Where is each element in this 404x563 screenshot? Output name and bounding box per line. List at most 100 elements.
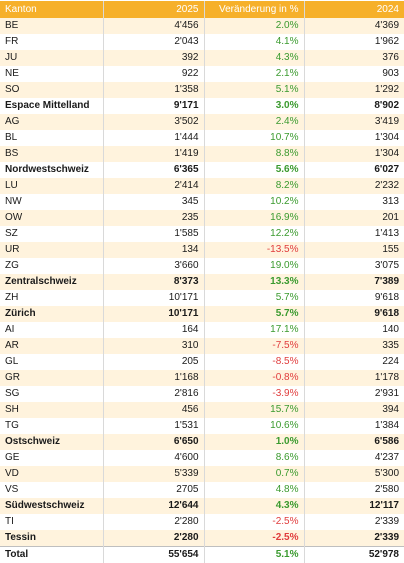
cell-change: 8.6% bbox=[204, 450, 304, 466]
cell-change: 17.1% bbox=[204, 322, 304, 338]
cell-change: 15.7% bbox=[204, 402, 304, 418]
cell-2024: 313 bbox=[304, 194, 404, 210]
cell-2024: 2'232 bbox=[304, 178, 404, 194]
cell-2024: 3'419 bbox=[304, 114, 404, 130]
cell-2025: 12'644 bbox=[103, 498, 204, 514]
cell-2025: 8'373 bbox=[103, 274, 204, 290]
cell-change: 0.7% bbox=[204, 466, 304, 482]
cell-2024: 376 bbox=[304, 50, 404, 66]
cell-2024: 6'586 bbox=[304, 434, 404, 450]
cell-change: 12.2% bbox=[204, 226, 304, 242]
cell-2025: 922 bbox=[103, 66, 204, 82]
cell-change: 10.6% bbox=[204, 418, 304, 434]
cell-2025: 392 bbox=[103, 50, 204, 66]
cell-2024: 5'300 bbox=[304, 466, 404, 482]
cell-change: 5.1% bbox=[204, 82, 304, 98]
cell-2024: 155 bbox=[304, 242, 404, 258]
cell-kanton: Zürich bbox=[0, 306, 103, 322]
cell-2024: 903 bbox=[304, 66, 404, 82]
total-2024: 52'978 bbox=[304, 547, 404, 563]
cell-2024: 140 bbox=[304, 322, 404, 338]
cell-change: 1.0% bbox=[204, 434, 304, 450]
cell-2024: 2'339 bbox=[304, 530, 404, 547]
cell-kanton: SG bbox=[0, 386, 103, 402]
cell-2025: 205 bbox=[103, 354, 204, 370]
cell-change: 4.3% bbox=[204, 498, 304, 514]
cell-2025: 310 bbox=[103, 338, 204, 354]
cell-kanton: ZG bbox=[0, 258, 103, 274]
cell-2025: 1'444 bbox=[103, 130, 204, 146]
cell-change: 3.0% bbox=[204, 98, 304, 114]
cell-2024: 2'580 bbox=[304, 482, 404, 498]
cell-kanton: SH bbox=[0, 402, 103, 418]
cell-change: 4.8% bbox=[204, 482, 304, 498]
cell-2024: 4'369 bbox=[304, 18, 404, 34]
cell-2024: 394 bbox=[304, 402, 404, 418]
cell-2025: 10'171 bbox=[103, 306, 204, 322]
cell-change: -2.5% bbox=[204, 530, 304, 547]
cell-change: -3.9% bbox=[204, 386, 304, 402]
cell-change: -2.5% bbox=[204, 514, 304, 530]
cell-2024: 9'618 bbox=[304, 290, 404, 306]
cell-2025: 2'280 bbox=[103, 514, 204, 530]
cell-2024: 335 bbox=[304, 338, 404, 354]
cell-kanton: GE bbox=[0, 450, 103, 466]
cell-2025: 4'456 bbox=[103, 18, 204, 34]
cell-change: 5.7% bbox=[204, 290, 304, 306]
cell-2024: 4'237 bbox=[304, 450, 404, 466]
cell-kanton: UR bbox=[0, 242, 103, 258]
cell-change: 2.0% bbox=[204, 18, 304, 34]
cell-change: 5.7% bbox=[204, 306, 304, 322]
cell-2025: 2705 bbox=[103, 482, 204, 498]
cell-change: -7.5% bbox=[204, 338, 304, 354]
cell-kanton: FR bbox=[0, 34, 103, 50]
total-change: 5.1% bbox=[204, 547, 304, 563]
cell-2025: 5'339 bbox=[103, 466, 204, 482]
header-2024: 2024 bbox=[304, 1, 404, 18]
cell-change: 4.1% bbox=[204, 34, 304, 50]
cell-2024: 1'304 bbox=[304, 146, 404, 162]
cell-kanton: AI bbox=[0, 322, 103, 338]
header-change: Veränderung in % bbox=[204, 1, 304, 18]
cell-2025: 164 bbox=[103, 322, 204, 338]
total-row: Total 55'654 5.1% 52'978 bbox=[0, 547, 404, 563]
cell-2024: 12'117 bbox=[304, 498, 404, 514]
cell-2025: 235 bbox=[103, 210, 204, 226]
cell-2024: 201 bbox=[304, 210, 404, 226]
cell-kanton: Südwestschweiz bbox=[0, 498, 103, 514]
cell-2025: 1'358 bbox=[103, 82, 204, 98]
header-2025: 2025 bbox=[103, 1, 204, 18]
cell-2024: 1'413 bbox=[304, 226, 404, 242]
cell-2025: 2'414 bbox=[103, 178, 204, 194]
cell-2024: 1'304 bbox=[304, 130, 404, 146]
cell-2025: 134 bbox=[103, 242, 204, 258]
cell-2025: 2'280 bbox=[103, 530, 204, 547]
table-header-row: Kanton 2025 Veränderung in % 2024 bbox=[0, 1, 404, 18]
cell-2025: 10'171 bbox=[103, 290, 204, 306]
cell-2025: 1'531 bbox=[103, 418, 204, 434]
cell-kanton: Ostschweiz bbox=[0, 434, 103, 450]
cell-kanton: Nordwestschweiz bbox=[0, 162, 103, 178]
header-kanton: Kanton bbox=[0, 1, 103, 18]
cell-2024: 1'292 bbox=[304, 82, 404, 98]
cell-2024: 1'962 bbox=[304, 34, 404, 50]
cell-2025: 4'600 bbox=[103, 450, 204, 466]
cell-2024: 9'618 bbox=[304, 306, 404, 322]
